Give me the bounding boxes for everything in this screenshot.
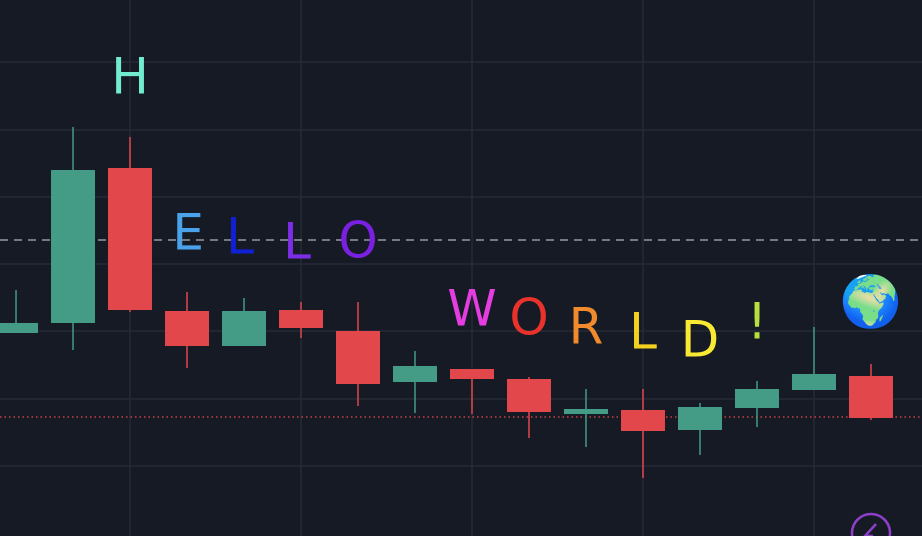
annotation-letter: E xyxy=(172,204,204,262)
annotation-letter: O xyxy=(509,289,548,347)
annotation-letter: ! xyxy=(747,293,767,351)
annotation-letter: W xyxy=(447,280,496,338)
annotation-letter: O xyxy=(338,212,377,270)
candle-body xyxy=(450,369,495,379)
candle-body xyxy=(165,311,210,346)
candle-body xyxy=(51,170,96,323)
annotation-letter: 🌍 xyxy=(840,273,902,331)
annotation-letter: L xyxy=(283,213,311,271)
annotation-letter: L xyxy=(629,303,657,361)
candle-body xyxy=(734,389,779,408)
candle-body xyxy=(848,376,893,418)
candle-body xyxy=(791,374,836,390)
candle-body xyxy=(677,407,722,430)
annotation-letter: D xyxy=(681,311,720,369)
annotation-letter: R xyxy=(569,298,604,356)
candle-body xyxy=(506,379,551,412)
candles xyxy=(0,127,893,478)
annotations: HE L L OW O R L D! 🌍 xyxy=(111,48,902,369)
scroll-button-ring xyxy=(850,512,892,536)
candle-body xyxy=(393,366,438,382)
annotation-letter: L xyxy=(226,208,254,266)
annotation-letter: H xyxy=(111,48,149,106)
reference-lines xyxy=(0,239,922,418)
scroll-button-icon xyxy=(863,523,877,536)
candle-body xyxy=(108,168,153,310)
candle-body xyxy=(279,310,324,328)
candle-body xyxy=(563,409,608,414)
candle-body xyxy=(620,410,665,431)
candle-body xyxy=(222,311,267,346)
scroll-button[interactable] xyxy=(850,512,892,536)
candle-body xyxy=(336,331,381,384)
candle-body xyxy=(0,323,39,333)
